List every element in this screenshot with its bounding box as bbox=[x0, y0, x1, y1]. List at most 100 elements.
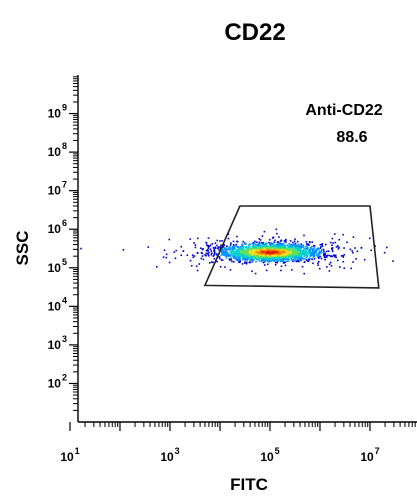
data-point bbox=[247, 247, 250, 250]
data-point bbox=[280, 265, 283, 268]
data-point bbox=[244, 243, 246, 245]
data-point bbox=[299, 249, 302, 251]
data-point bbox=[261, 235, 264, 237]
data-point bbox=[293, 246, 295, 248]
data-point bbox=[243, 255, 246, 257]
data-point bbox=[289, 256, 292, 259]
data-point bbox=[253, 256, 255, 259]
data-point bbox=[239, 246, 242, 248]
data-point bbox=[303, 250, 305, 252]
data-point bbox=[156, 265, 158, 268]
data-point bbox=[260, 256, 263, 259]
data-point bbox=[200, 257, 203, 260]
data-point bbox=[240, 249, 243, 251]
data-point bbox=[268, 246, 270, 249]
data-point bbox=[195, 265, 198, 268]
data-point bbox=[273, 245, 275, 248]
data-point bbox=[217, 247, 219, 250]
data-point bbox=[259, 245, 261, 248]
data-point bbox=[296, 250, 298, 252]
data-point bbox=[277, 244, 279, 246]
data-point bbox=[197, 237, 199, 240]
data-point bbox=[231, 249, 233, 252]
data-point bbox=[320, 250, 322, 253]
data-point bbox=[286, 250, 288, 252]
data-point bbox=[299, 258, 301, 261]
data-point bbox=[294, 250, 297, 253]
data-point bbox=[275, 253, 277, 255]
data-point bbox=[204, 254, 206, 256]
data-point bbox=[263, 251, 265, 254]
data-point bbox=[228, 245, 231, 248]
data-point bbox=[216, 239, 219, 242]
data-point bbox=[309, 241, 311, 244]
data-point bbox=[338, 246, 340, 249]
data-point bbox=[311, 250, 314, 253]
data-point bbox=[214, 246, 217, 249]
data-point bbox=[301, 250, 304, 253]
data-point bbox=[296, 254, 299, 257]
data-point bbox=[231, 252, 234, 254]
data-point bbox=[242, 240, 245, 243]
data-point bbox=[312, 255, 315, 258]
data-point bbox=[300, 247, 303, 249]
data-point bbox=[251, 247, 253, 249]
data-point bbox=[272, 256, 274, 258]
data-point bbox=[282, 254, 285, 256]
data-point bbox=[228, 248, 231, 251]
data-point bbox=[194, 246, 197, 249]
data-point bbox=[323, 250, 325, 253]
data-point bbox=[255, 260, 257, 263]
data-point bbox=[268, 249, 271, 251]
data-point bbox=[349, 248, 352, 251]
data-point bbox=[262, 248, 264, 250]
data-point bbox=[268, 256, 270, 258]
data-point bbox=[238, 253, 241, 256]
data-point bbox=[270, 246, 272, 249]
data-point bbox=[237, 255, 239, 257]
data-point bbox=[212, 255, 215, 257]
data-point bbox=[263, 264, 266, 266]
data-point bbox=[263, 261, 266, 263]
data-point bbox=[279, 242, 282, 245]
data-point bbox=[280, 239, 283, 242]
data-point bbox=[229, 259, 231, 261]
data-point bbox=[224, 266, 226, 268]
data-point bbox=[290, 243, 293, 246]
data-point bbox=[261, 246, 263, 248]
data-point bbox=[284, 245, 287, 247]
gate-polygon bbox=[203, 205, 380, 289]
data-point bbox=[274, 239, 276, 242]
data-point bbox=[287, 257, 290, 260]
data-point bbox=[253, 254, 255, 256]
data-point bbox=[202, 258, 205, 261]
data-point bbox=[211, 252, 213, 255]
data-point bbox=[246, 255, 248, 257]
data-point bbox=[254, 240, 256, 243]
data-point bbox=[300, 245, 303, 247]
data-point bbox=[250, 248, 252, 250]
data-point bbox=[297, 252, 300, 255]
chart-title: CD22 bbox=[224, 19, 285, 46]
data-point bbox=[234, 245, 236, 247]
data-point bbox=[252, 246, 255, 249]
data-point bbox=[252, 245, 255, 247]
data-point bbox=[283, 245, 286, 248]
data-point bbox=[241, 258, 244, 261]
data-point bbox=[302, 246, 305, 249]
data-point bbox=[279, 258, 282, 260]
data-point bbox=[201, 255, 204, 257]
data-point bbox=[291, 254, 294, 256]
data-point bbox=[251, 259, 253, 262]
data-point bbox=[294, 244, 297, 247]
data-point bbox=[229, 269, 232, 271]
data-point bbox=[230, 252, 233, 255]
data-point bbox=[238, 252, 241, 254]
data-point bbox=[231, 260, 233, 263]
data-point bbox=[206, 252, 209, 255]
data-point bbox=[264, 244, 267, 247]
data-point bbox=[238, 261, 241, 264]
data-point bbox=[237, 258, 240, 261]
data-point bbox=[232, 253, 235, 255]
data-point bbox=[265, 252, 267, 255]
